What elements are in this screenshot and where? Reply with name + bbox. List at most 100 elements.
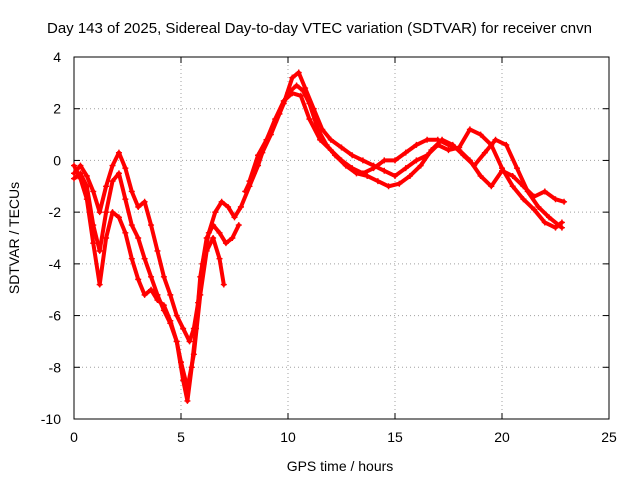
x-tick-label: 10 <box>280 429 296 445</box>
trace-segment <box>457 148 472 163</box>
trace-segment <box>339 158 355 171</box>
trace-segment <box>504 142 519 171</box>
trace-segment <box>407 163 423 178</box>
trace-segment <box>371 158 387 171</box>
trace-segment <box>303 86 316 111</box>
trace-segment <box>213 199 224 215</box>
y-axis-label: SDTVAR / TECUs <box>6 182 22 294</box>
trace-segment <box>397 173 412 186</box>
trace-segment <box>467 158 483 178</box>
data-point <box>561 198 568 205</box>
trace-segment <box>149 223 160 253</box>
trace-segment <box>191 292 203 357</box>
trace-segment <box>472 150 487 168</box>
y-tick-label: 2 <box>53 101 61 117</box>
trace-segment <box>300 88 312 106</box>
y-tick-label: -10 <box>41 411 61 427</box>
trace-segment <box>393 150 408 163</box>
trace-segment <box>168 292 179 318</box>
y-tick-label: -2 <box>49 204 62 220</box>
trace-segment <box>142 256 154 279</box>
trace-segment <box>161 274 173 297</box>
trace-segment <box>161 303 173 323</box>
trace-segment <box>116 150 128 171</box>
trace-segment <box>198 248 209 297</box>
x-axis-label: GPS time / hours <box>287 458 394 474</box>
y-tick-label: 0 <box>53 152 61 168</box>
trace-segment <box>311 106 325 132</box>
trace-segment <box>149 274 160 297</box>
trace-segment <box>97 210 109 253</box>
plot-frame <box>73 56 610 420</box>
trace-segment <box>521 184 537 199</box>
trace-segment <box>149 287 160 303</box>
chart-title: Day 143 of 2025, Sidereal Day-to-day VTE… <box>47 20 592 37</box>
trace-segment <box>211 236 222 261</box>
x-tick-label: 25 <box>601 429 617 445</box>
axis-ticks: 0 5 10 15 20 25 -10 -8 -6 -4 -2 0 2 4 <box>41 49 617 445</box>
trace-segment <box>136 277 147 297</box>
trace-segment <box>129 256 141 282</box>
trace-segment <box>91 241 102 287</box>
trace-segment <box>168 318 179 344</box>
trace-segment <box>142 199 154 228</box>
trace-segment <box>232 204 243 220</box>
trace-segment <box>136 236 147 261</box>
grid-lines <box>74 57 609 419</box>
trace-segment <box>155 248 166 279</box>
trace-segment <box>84 197 96 246</box>
data-point <box>558 219 565 226</box>
trace-segment <box>84 184 96 228</box>
trace-segment <box>328 137 344 150</box>
trace-segment <box>217 230 228 246</box>
series-trace-3 <box>71 162 227 391</box>
trace-segment <box>478 132 494 147</box>
trace-segment <box>320 127 333 142</box>
trace-segment <box>116 171 128 202</box>
trace-segment <box>489 168 504 189</box>
trace-segment <box>510 173 526 189</box>
trace-segment <box>418 148 434 168</box>
trace-segment <box>510 184 526 202</box>
trace-segment <box>174 339 183 365</box>
trace-segment <box>97 236 109 287</box>
data-point <box>220 281 227 288</box>
x-tick-label: 15 <box>387 429 403 445</box>
trace-segment <box>542 189 558 202</box>
trace-segment <box>230 223 241 240</box>
series-trace-6 <box>246 90 568 205</box>
series-trace-4 <box>237 69 565 231</box>
trace-segment <box>185 352 196 390</box>
trace-segment <box>403 142 419 155</box>
data-marks <box>71 69 568 404</box>
trace-segment <box>307 117 323 142</box>
trace-segment <box>104 163 115 189</box>
trace-segment <box>78 163 89 178</box>
trace-segment <box>247 153 261 184</box>
trace-segment <box>129 223 141 240</box>
trace-segment <box>478 173 494 189</box>
trace-segment <box>198 236 209 279</box>
trace-segment <box>104 179 115 215</box>
trace-segment <box>217 256 226 287</box>
y-tick-label: 4 <box>53 49 61 65</box>
trace-segment <box>547 215 564 230</box>
trace-segment <box>489 142 504 171</box>
trace-segment <box>97 184 109 215</box>
trace-segment <box>339 145 355 158</box>
trace-segment <box>123 230 134 261</box>
trace-segment <box>204 223 216 240</box>
trace-segment <box>403 158 419 171</box>
trace-segment <box>104 210 115 240</box>
trace-segment <box>123 166 134 194</box>
trace-segment <box>84 173 96 194</box>
trace-segment <box>123 197 134 228</box>
trace-segment <box>264 117 278 142</box>
data-point <box>235 222 242 229</box>
trace-segment <box>256 137 269 158</box>
y-tick-label: -6 <box>49 308 62 324</box>
trace-segment <box>116 215 128 235</box>
y-tick-label: -4 <box>49 256 62 272</box>
trace-segment <box>78 171 89 189</box>
